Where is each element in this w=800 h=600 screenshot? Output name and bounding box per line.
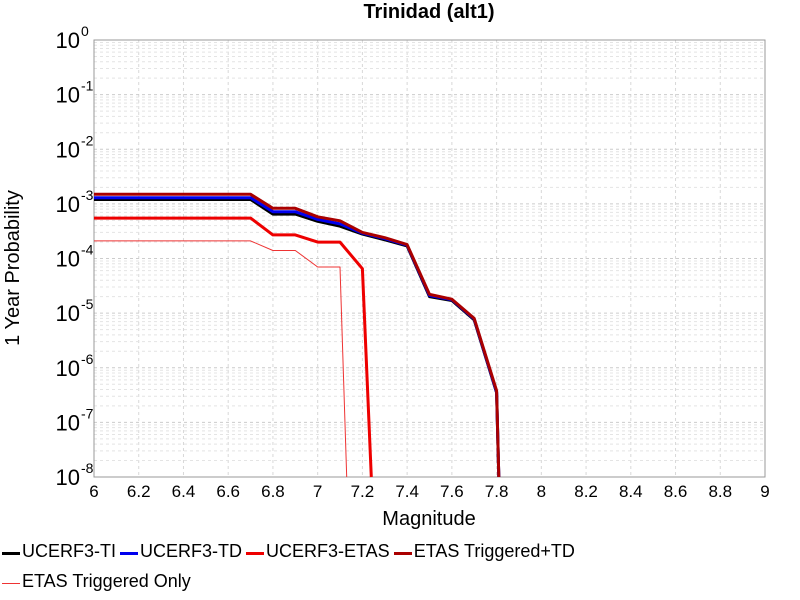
y-axis-label: 1 Year Probability — [2, 190, 24, 346]
series-line-ucerf3-td — [94, 196, 501, 478]
legend-swatch-ucerf3-etas — [246, 551, 264, 555]
y-tick-exponent: -3 — [81, 187, 94, 203]
x-tick-label: 7.4 — [395, 482, 419, 501]
y-tick-base: 10 — [56, 247, 80, 272]
y-tick-base: 10 — [56, 410, 80, 435]
x-tick-label: 6.8 — [261, 482, 285, 501]
x-ticks: 6 6.2 6.4 6.6 6.8 7 7.2 7.4 7.6 7.8 8 8.2 8.4 8.6 8.8 9 — [89, 482, 769, 501]
legend-item-ucerf3-td: UCERF3-TD — [120, 541, 242, 562]
series-layer — [94, 192, 501, 478]
y-tick-label: 10 -1 — [56, 78, 94, 108]
x-axis-label: Magnitude — [382, 508, 475, 530]
y-tick-base: 10 — [56, 28, 80, 53]
x-tick-label: 7 — [313, 482, 322, 501]
y-tick-exponent: -7 — [81, 405, 94, 421]
y-tick-exponent: -5 — [81, 296, 94, 312]
legend-label-ucerf3-etas: UCERF3-ETAS — [266, 540, 390, 561]
y-tick-exponent: -6 — [81, 351, 94, 367]
x-tick-label: 8.4 — [619, 482, 643, 501]
chart-title: Trinidad (alt1) — [363, 1, 494, 23]
legend-swatch-etas-triggered-td — [393, 551, 412, 555]
legend-swatch-etas-triggered-only — [2, 582, 20, 584]
legend-row-1: UCERF3-TI UCERF3-TD UCERF3-ETAS ETAS Tri… — [2, 536, 798, 566]
x-tick-label: 8 — [537, 482, 546, 501]
legend-item-ucerf3-etas: UCERF3-ETAS — [246, 541, 390, 562]
plot-area — [93, 39, 766, 478]
y-tick-label: 10 -2 — [56, 132, 94, 162]
legend-label-ucerf3-ti: UCERF3-TI — [22, 540, 116, 561]
legend-swatch-ucerf3-ti — [2, 551, 20, 555]
y-tick-base: 10 — [56, 465, 80, 490]
x-tick-label: 6 — [89, 482, 98, 501]
legend-item-ucerf3-ti: UCERF3-TI — [2, 541, 116, 562]
y-tick-label: 10 -3 — [56, 187, 94, 217]
x-tick-label: 6.2 — [127, 482, 151, 501]
y-tick-label: 10 -4 — [56, 242, 94, 272]
legend-item-etas-triggered-td: ETAS Triggered+TD — [393, 540, 575, 562]
y-tick-base: 10 — [56, 301, 80, 326]
chart: Trinidad (alt1) 6 6.2 6.4 6.6 6.8 7 7.2 7.4 7.6 7… — [2, 1, 770, 530]
y-tick-label: 10 -6 — [56, 351, 94, 381]
legend-label-etas-triggered-td: ETAS Triggered+TD — [413, 540, 575, 561]
legend-swatch-ucerf3-td — [120, 551, 138, 555]
legend-row-2: ETAS Triggered Only — [2, 566, 798, 596]
grid — [93, 40, 766, 478]
y-tick-label: 10 0 — [56, 23, 89, 53]
x-tick-label: 8.8 — [708, 482, 732, 501]
series-line-etas-triggered-td — [94, 192, 501, 478]
x-tick-label: 8.2 — [574, 482, 598, 501]
x-tick-label: 9 — [760, 482, 769, 501]
x-tick-label: 6.6 — [216, 482, 240, 501]
y-tick-label: 10 -5 — [56, 296, 94, 326]
y-tick-exponent: -4 — [81, 242, 94, 258]
x-tick-label: 7.2 — [351, 482, 375, 501]
series-line-etas-triggered-only — [94, 240, 348, 478]
y-tick-base: 10 — [56, 137, 80, 162]
y-tick-exponent: -1 — [81, 78, 94, 94]
x-tick-label: 7.6 — [440, 482, 464, 501]
x-tick-label: 6.4 — [172, 482, 196, 501]
y-tick-exponent: -8 — [81, 460, 94, 476]
y-tick-base: 10 — [56, 83, 80, 108]
legend-label-etas-triggered-only: ETAS Triggered Only — [22, 570, 191, 591]
y-tick-base: 10 — [56, 356, 80, 381]
y-tick-exponent: -2 — [81, 132, 94, 148]
legend-item-etas-triggered-only: ETAS Triggered Only — [2, 571, 191, 592]
y-tick-exponent: 0 — [81, 23, 89, 39]
y-tick-base: 10 — [56, 192, 80, 217]
legend: UCERF3-TI UCERF3-TD UCERF3-ETAS ETAS Tri… — [2, 536, 798, 596]
series-line-ucerf3-etas — [94, 216, 373, 478]
legend-label-ucerf3-td: UCERF3-TD — [140, 540, 242, 561]
y-tick-label: 10 -7 — [56, 405, 94, 435]
x-tick-label: 8.6 — [664, 482, 688, 501]
y-tick-label: 10 -8 — [56, 460, 94, 490]
x-tick-label: 7.8 — [485, 482, 509, 501]
